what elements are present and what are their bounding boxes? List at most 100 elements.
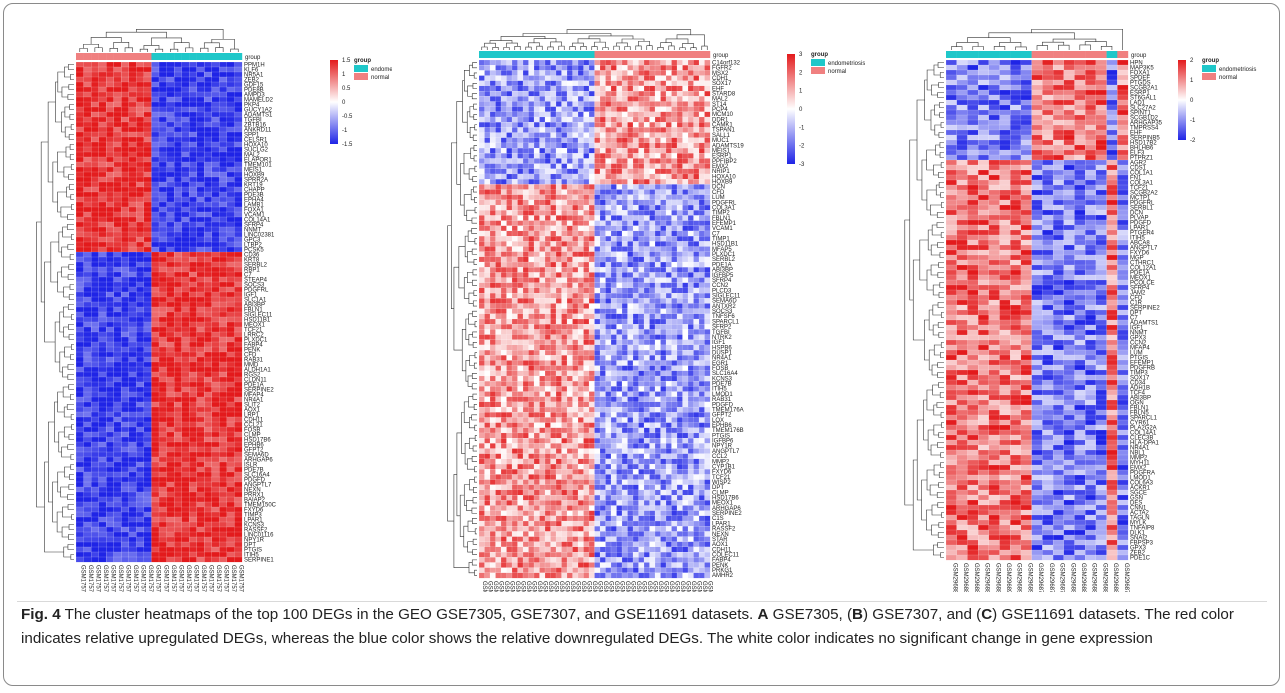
heatmap-cell	[621, 132, 628, 138]
heatmap-cell	[75, 301, 84, 308]
heatmap-cell	[91, 226, 99, 233]
heatmap-cell	[158, 151, 167, 158]
heatmap-cell	[189, 171, 197, 178]
heatmap-cell	[627, 220, 634, 226]
heatmap-cell	[166, 546, 175, 553]
heatmap-cell	[632, 173, 639, 180]
heatmap-cell	[189, 286, 197, 293]
heatmap-cell	[234, 241, 243, 248]
heatmap-cell	[599, 230, 606, 237]
heatmap-cell	[484, 163, 491, 170]
heatmap-cell	[572, 142, 579, 149]
heatmap-cell	[665, 147, 672, 154]
heatmap-cell	[544, 163, 551, 170]
heatmap-cell	[627, 142, 634, 149]
heatmap-cell	[181, 251, 190, 258]
heatmap-cell	[98, 116, 107, 123]
heatmap-cell	[196, 376, 205, 383]
heatmap-cell	[660, 194, 667, 201]
heatmap-cell	[181, 281, 190, 288]
heatmap-cell	[83, 326, 92, 333]
heatmap-cell	[151, 306, 160, 313]
heatmap-cell	[616, 318, 623, 325]
heatmap-cell	[588, 59, 595, 66]
sample-label: GSM175773	[185, 565, 191, 592]
heatmap-cell	[226, 341, 235, 348]
heatmap-cell	[638, 184, 645, 190]
heatmap-cell	[555, 225, 562, 232]
heatmap-cell	[189, 111, 197, 118]
heatmap-cell	[671, 91, 678, 97]
heatmap-cell	[174, 406, 182, 413]
heatmap-cell	[687, 153, 694, 159]
heatmap-cell	[226, 206, 235, 213]
heatmap-cell	[649, 142, 656, 149]
heatmap-cell	[83, 271, 92, 278]
heatmap-cell	[555, 91, 562, 97]
heatmap-cell	[83, 416, 92, 423]
heatmap-cell	[166, 516, 175, 523]
heatmap-cell	[478, 127, 485, 133]
heatmap-cell	[693, 370, 700, 377]
heatmap-cell	[121, 321, 130, 328]
heatmap-cell	[665, 96, 672, 102]
heatmap-cell	[174, 256, 182, 263]
heatmap-cell	[219, 76, 228, 83]
heatmap-cell	[98, 276, 107, 283]
heatmap-cell	[572, 163, 579, 170]
heatmap-cell	[181, 371, 190, 378]
heatmap-cell	[643, 147, 650, 154]
heatmap-cell	[561, 261, 568, 268]
heatmap-cell	[158, 376, 167, 383]
heatmap-cell	[143, 221, 152, 228]
heatmap-cell	[643, 80, 650, 87]
heatmap-cell	[698, 184, 705, 190]
heatmap-cell	[522, 96, 529, 102]
heatmap-cell	[632, 256, 639, 263]
heatmap-cell	[616, 168, 623, 175]
heatmap-cell	[189, 391, 197, 398]
heatmap-cell	[572, 375, 579, 382]
heatmap-cell	[676, 318, 683, 325]
heatmap-cell	[75, 201, 84, 208]
heatmap-cell	[189, 331, 197, 338]
heatmap-cell	[189, 141, 197, 148]
heatmap-cell	[550, 142, 557, 149]
heatmap-cell	[594, 293, 601, 299]
heatmap-cell	[121, 411, 130, 418]
heatmap-cell	[588, 236, 595, 242]
heatmap-cell	[113, 326, 122, 333]
heatmap-cell	[136, 386, 145, 393]
heatmap-cell	[106, 341, 114, 348]
gene-label: ALDH1A1	[244, 367, 271, 373]
heatmap-cell	[174, 341, 182, 348]
heatmap-cell	[189, 411, 197, 418]
heatmap-cell	[506, 220, 513, 226]
heatmap-cell	[98, 391, 107, 398]
heatmap-cell	[75, 376, 84, 383]
heatmap-cell	[204, 161, 213, 168]
heatmap-cell	[128, 451, 137, 458]
heatmap-cell	[698, 370, 705, 377]
heatmap-cell	[75, 526, 84, 533]
heatmap-cell	[204, 386, 213, 393]
heatmap-cell	[638, 70, 645, 76]
heatmap-cell	[151, 556, 160, 563]
heatmap-cell	[75, 151, 84, 158]
group-cell	[633, 51, 639, 58]
group-cell	[517, 51, 524, 58]
heatmap-cell	[219, 206, 228, 213]
heatmap-cell	[219, 471, 228, 478]
heatmap-cell	[517, 370, 524, 377]
heatmap-cell	[605, 318, 612, 325]
heatmap-cell	[189, 551, 197, 558]
heatmap-cell	[121, 171, 130, 178]
heatmap-cell	[682, 251, 689, 258]
heatmap-cell	[143, 191, 152, 198]
heatmap-cell	[594, 334, 601, 340]
heatmap-cell	[500, 308, 507, 315]
heatmap-cell	[166, 211, 175, 218]
heatmap-cell	[528, 246, 535, 252]
heatmap-cell	[572, 267, 579, 273]
heatmap-cell	[599, 96, 606, 102]
